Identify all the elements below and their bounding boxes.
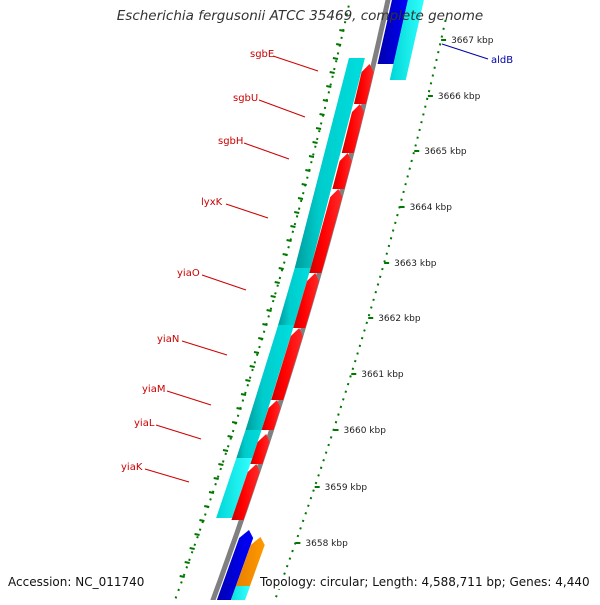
ruler-dash bbox=[249, 365, 255, 368]
backbone-highlight bbox=[215, 0, 394, 605]
ruler-dash bbox=[240, 393, 247, 396]
ruler-dash bbox=[184, 561, 190, 564]
forward-cds-block bbox=[278, 268, 311, 325]
ruler-dash bbox=[329, 71, 335, 74]
gene-leader-line bbox=[272, 55, 319, 72]
kbp-tick-label: 3659 kbp bbox=[325, 483, 368, 493]
gene-leader-line bbox=[225, 203, 269, 219]
ruler-dash bbox=[231, 421, 238, 424]
gene-leader-line bbox=[144, 468, 190, 483]
gene-leader-line bbox=[201, 274, 247, 291]
ruler-dash bbox=[262, 323, 268, 326]
reverse-cds-arrow bbox=[261, 400, 281, 430]
reverse-cds-arrow bbox=[353, 64, 374, 104]
kbp-tick-label: 3663 kbp bbox=[394, 259, 437, 269]
gene-leader-line bbox=[181, 340, 228, 356]
reverse-cds-arrow bbox=[271, 328, 303, 400]
ruler-dash bbox=[339, 29, 345, 32]
gene-label-lyxK: lyxK bbox=[201, 197, 223, 208]
ruler-dash bbox=[297, 197, 304, 200]
kbp-tick-label: 3662 kbp bbox=[378, 314, 421, 324]
forward-cds-block bbox=[294, 58, 365, 268]
forward-cds-block bbox=[389, 0, 424, 80]
accession-text: Accession: NC_011740 bbox=[8, 575, 145, 589]
blue-cds-block bbox=[215, 530, 254, 605]
page-title: Escherichia fergusonii ATCC 35469, compl… bbox=[116, 8, 484, 24]
gene-label-sgbU: sgbU bbox=[233, 93, 258, 104]
forward-cds-block bbox=[216, 458, 253, 518]
ruler-dash bbox=[301, 183, 307, 186]
ruler-dash bbox=[218, 463, 224, 466]
kbp-tick-label: 3661 kbp bbox=[361, 370, 404, 380]
ruler-dash bbox=[266, 309, 272, 312]
reverse-cds-arrow bbox=[332, 153, 352, 189]
gene-label-yiaO: yiaO bbox=[177, 268, 200, 279]
ruler-dash bbox=[335, 43, 342, 46]
gene-label-yiaN: yiaN bbox=[157, 334, 179, 345]
ruler-dash bbox=[315, 127, 322, 130]
gene-label-yiaL: yiaL bbox=[134, 418, 155, 429]
ruler-dash bbox=[294, 211, 300, 214]
forward-cds-block bbox=[245, 325, 295, 430]
ruler-dash bbox=[286, 239, 292, 242]
ruler-dash bbox=[245, 379, 251, 382]
ruler-dash bbox=[199, 519, 205, 522]
ruler-dash bbox=[319, 113, 325, 116]
ruler-dash bbox=[204, 505, 210, 508]
genome-stats-text: Topology: circular; Length: 4,588,711 bp… bbox=[258, 575, 590, 589]
gene-label-sgbE: sgbE bbox=[250, 49, 274, 60]
ruler-dash bbox=[253, 351, 260, 354]
outer-ruler bbox=[172, 0, 352, 605]
kbp-tick-label: 3660 kbp bbox=[344, 426, 387, 436]
ruler-dash bbox=[322, 99, 329, 102]
ruler-dash bbox=[270, 295, 276, 298]
gene-leader-line bbox=[258, 99, 306, 118]
kbp-tick-label: 3666 kbp bbox=[438, 92, 481, 102]
ruler-dash bbox=[179, 575, 185, 578]
gene-label-yiaM: yiaM bbox=[142, 384, 165, 395]
ruler-dash bbox=[274, 281, 280, 284]
labels-layer: sgbE sgbU sgbH lyxK yiaO yiaN yiaM yiaL yiaK aldB bbox=[121, 43, 513, 483]
ruler-dash bbox=[236, 407, 242, 410]
ruler-dash bbox=[305, 169, 311, 172]
ruler-dash bbox=[227, 435, 233, 438]
reverse-cds-arrow bbox=[309, 189, 343, 273]
reverse-cds-arrow bbox=[293, 273, 319, 328]
ruler-dash bbox=[194, 533, 200, 536]
tick-layer: 3658 kbp 3659 kbp 3660 kbp 3661 kbp 3662 kbp… bbox=[172, 0, 494, 605]
gene-leader-line bbox=[166, 390, 212, 406]
kbp-tick-label: 3667 kbp bbox=[451, 36, 494, 46]
ruler-dash bbox=[213, 477, 219, 480]
reverse-cds-arrow bbox=[341, 104, 365, 153]
features-layer bbox=[215, 0, 424, 605]
ruler-dash bbox=[208, 491, 215, 494]
reverse-cds-arrow bbox=[250, 434, 270, 464]
gene-leader-line bbox=[155, 424, 202, 440]
ruler-dash bbox=[332, 57, 339, 60]
gene-label-yiaK: yiaK bbox=[121, 462, 143, 473]
ruler-dash bbox=[222, 449, 229, 452]
gene-leader-line bbox=[243, 142, 290, 160]
reverse-cds-arrow bbox=[231, 464, 260, 520]
ruler-dash bbox=[258, 337, 264, 340]
kbp-tick-label: 3658 kbp bbox=[305, 539, 348, 549]
blue-cds-block bbox=[377, 0, 408, 64]
ruler-dash bbox=[282, 253, 288, 256]
kbp-tick-label: 3664 kbp bbox=[410, 203, 453, 213]
gene-leader-line bbox=[441, 43, 489, 60]
ruler-dash bbox=[278, 267, 284, 270]
inner-ruler bbox=[272, 19, 447, 605]
ruler-dash bbox=[312, 141, 318, 144]
ruler-dash bbox=[308, 155, 315, 158]
forward-cds-block bbox=[236, 430, 262, 458]
ruler-dash bbox=[290, 225, 296, 228]
kbp-tick-label: 3665 kbp bbox=[424, 147, 467, 157]
ruler-dash bbox=[189, 547, 195, 550]
gene-label-sgbH: sgbH bbox=[218, 136, 243, 147]
ruler-dash bbox=[326, 85, 332, 88]
gene-label-aldB: aldB bbox=[491, 55, 513, 66]
